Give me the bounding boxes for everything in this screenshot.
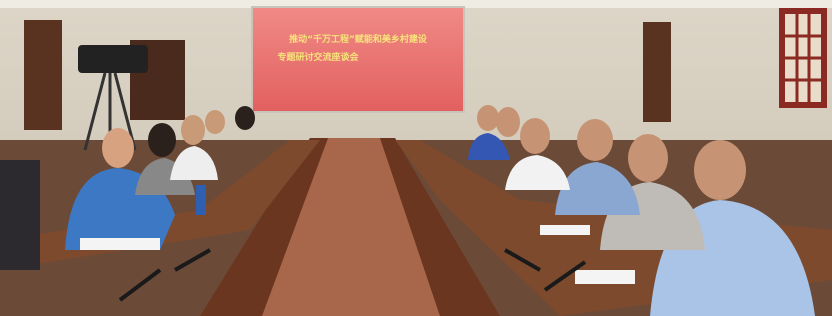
- person-head: [496, 107, 520, 137]
- water-bottle: [196, 185, 206, 215]
- screen-subtitle: 专题研讨交流座谈会: [277, 51, 359, 63]
- paper: [540, 225, 590, 235]
- camera: [78, 45, 148, 73]
- meeting-photo: 推动“千万工程”赋能和美乡村建设 专题研讨交流座谈会: [0, 0, 832, 316]
- door: [643, 22, 671, 122]
- person-head: [205, 110, 225, 134]
- person-head: [235, 106, 255, 130]
- screen-title: 推动“千万工程”赋能和美乡村建设: [289, 33, 428, 45]
- person-head: [148, 123, 176, 157]
- person-head: [694, 140, 746, 200]
- person-head: [628, 134, 668, 182]
- person-head: [520, 118, 550, 154]
- person-head: [577, 119, 613, 161]
- chair: [0, 160, 40, 270]
- door: [24, 20, 62, 130]
- person-head: [477, 105, 499, 131]
- person-head: [181, 115, 205, 145]
- paper: [80, 238, 160, 250]
- person-head: [102, 128, 134, 168]
- paper: [575, 270, 635, 284]
